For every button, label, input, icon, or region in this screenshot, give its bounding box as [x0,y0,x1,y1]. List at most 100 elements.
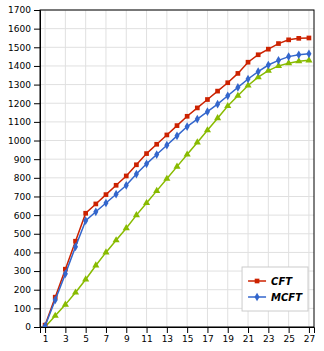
plot-frame [40,10,314,327]
grid-line-x [126,10,127,327]
point [82,275,89,281]
point [276,56,281,65]
legend-label: MCFT [271,292,303,303]
x-tick: 7 [104,327,110,344]
x-tick-label: 1 [43,334,49,344]
point [165,133,170,138]
x-tick-label: 23 [263,334,274,344]
y-tick: 500 [14,229,40,239]
point [246,60,251,65]
y-tick-mark [34,141,40,142]
grid-line-x [105,10,106,327]
point [195,115,200,124]
point [103,199,108,208]
point [124,181,129,190]
point [73,242,78,251]
y-tick-label: 0 [25,322,31,332]
x-tick-mark [228,327,229,333]
grid-line-y [40,159,314,160]
y-tick-mark [34,159,40,160]
y-tick-mark [34,10,40,11]
x-tick-mark [289,327,290,333]
x-tick-mark [65,327,66,333]
x-tick-mark [45,327,46,333]
grid-line-y [40,177,314,178]
y-tick: 1500 [8,43,40,53]
point [266,61,271,70]
point [215,89,220,94]
point [144,159,149,168]
point [225,80,230,85]
y-tick: 900 [14,155,40,165]
legend-label: CFT [271,276,293,287]
y-tick-label: 1400 [8,61,31,71]
y-tick-label: 1200 [8,99,31,109]
point [174,132,179,141]
y-tick-mark [34,271,40,272]
point [173,163,180,169]
y-tick-mark [34,29,40,30]
grid-line-y [40,196,314,197]
y-tick-mark [34,85,40,86]
point [246,75,251,84]
grid-line-x [166,10,167,327]
x-tick-mark [309,327,310,333]
grid-line-x [207,10,208,327]
grid-line-x [187,10,188,327]
legend-marker [255,279,260,284]
y-axis: 0100200300400500600700800900100011001200… [8,5,40,332]
x-tick: 15 [182,327,193,344]
point [205,107,210,116]
x-tick-label: 27 [304,334,315,344]
y-tick: 1400 [8,61,40,71]
point [175,123,180,128]
x-tick-label: 3 [63,334,69,344]
x-axis: 13579111315171921232527 [41,327,316,344]
point [184,150,191,156]
y-tick: 700 [14,192,40,202]
point [307,36,312,41]
y-tick-mark [34,234,40,235]
x-tick-mark [126,327,127,333]
point [153,187,160,193]
grid-line-x [227,10,228,327]
point [225,91,230,100]
point [215,100,220,109]
chart: 1357911131517192123252701002003004005006… [0,0,324,351]
point [114,183,119,188]
point [134,170,139,179]
point [72,288,79,294]
x-tick-label: 21 [243,334,254,344]
y-tick: 100 [14,304,40,314]
x-tick: 1 [43,327,49,344]
x-tick-mark [207,327,208,333]
y-tick: 300 [14,266,40,276]
point [205,97,210,102]
x-axis-line [41,328,315,334]
x-tick: 21 [243,327,254,344]
y-tick-label: 900 [14,155,31,165]
point [276,41,281,46]
y-tick-label: 1600 [8,24,31,34]
plot-area [42,36,313,327]
point [286,52,291,61]
y-tick: 1300 [8,80,40,90]
y-tick: 1100 [8,117,40,127]
point [92,261,99,267]
legend-box [242,267,308,311]
legend-item: MCFT [248,292,303,303]
point [234,92,241,98]
y-tick-mark [34,308,40,309]
grid-line-y [40,121,314,122]
point [83,211,88,216]
y-tick-label: 1300 [8,80,31,90]
point [204,126,211,132]
grid-line-y [40,215,314,216]
point [134,162,139,167]
point [52,312,59,318]
point [143,199,150,205]
point [133,211,140,217]
y-tick-label: 100 [14,304,31,314]
y-tick-mark [34,47,40,48]
y-tick-label: 300 [14,266,31,276]
